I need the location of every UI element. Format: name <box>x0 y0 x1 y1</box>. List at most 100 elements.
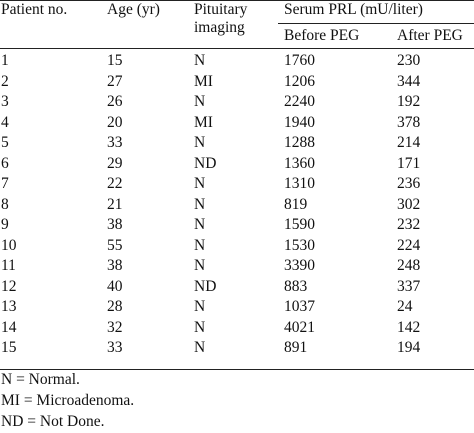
cell-pituitary-imaging: N <box>194 134 206 151</box>
table-row: 7 22 N 1310 236 <box>0 175 474 195</box>
serum-prl-subrule <box>278 23 474 24</box>
table-row: 5 33 N 1288 214 <box>0 134 474 154</box>
cell-prl-before-peg: 1206 <box>284 73 315 90</box>
header-age: Age (yr) <box>107 1 160 18</box>
cell-prl-after-peg: 142 <box>397 319 421 336</box>
cell-age: 20 <box>107 114 123 131</box>
cell-patient-no: 4 <box>1 114 9 131</box>
cell-pituitary-imaging: MI <box>194 114 213 131</box>
cell-prl-before-peg: 1940 <box>284 114 315 131</box>
cell-patient-no: 2 <box>1 73 9 90</box>
cell-prl-before-peg: 891 <box>284 339 308 356</box>
header-before-peg: Before PEG <box>284 27 360 44</box>
top-rule <box>0 0 474 1</box>
cell-prl-after-peg: 337 <box>397 278 421 295</box>
cell-prl-before-peg: 883 <box>284 278 308 295</box>
cell-pituitary-imaging: N <box>194 93 206 110</box>
cell-age: 38 <box>107 257 123 274</box>
cell-age: 29 <box>107 155 123 172</box>
cell-prl-after-peg: 171 <box>397 155 421 172</box>
cell-pituitary-imaging: N <box>194 257 206 274</box>
cell-patient-no: 13 <box>1 298 17 315</box>
cell-prl-before-peg: 1590 <box>284 216 315 233</box>
table-row: 10 55 N 1530 224 <box>0 237 474 257</box>
cell-pituitary-imaging: N <box>194 196 206 213</box>
cell-prl-before-peg: 1288 <box>284 134 315 151</box>
cell-prl-before-peg: 1037 <box>284 298 315 315</box>
cell-prl-after-peg: 24 <box>397 298 413 315</box>
table-row: 15 33 N 891 194 <box>0 339 474 359</box>
bottom-rule <box>0 369 474 370</box>
header-bottom-rule <box>0 48 474 49</box>
header-after-peg: After PEG <box>397 27 463 44</box>
cell-pituitary-imaging: N <box>194 52 206 69</box>
header-serum-prl: Serum PRL (mU/liter) <box>284 1 423 18</box>
table-row: 12 40 ND 883 337 <box>0 278 474 298</box>
cell-age: 40 <box>107 278 123 295</box>
cell-age: 38 <box>107 216 123 233</box>
table-row: 14 32 N 4021 142 <box>0 319 474 339</box>
table-row: 1 15 N 1760 230 <box>0 52 474 72</box>
cell-age: 27 <box>107 73 123 90</box>
cell-prl-after-peg: 236 <box>397 175 421 192</box>
cell-patient-no: 3 <box>1 93 9 110</box>
cell-prl-before-peg: 4021 <box>284 319 315 336</box>
table-row: 2 27 MI 1206 344 <box>0 73 474 93</box>
cell-pituitary-imaging: N <box>194 237 206 254</box>
cell-prl-after-peg: 248 <box>397 257 421 274</box>
table-row: 6 29 ND 1360 171 <box>0 155 474 175</box>
cell-age: 22 <box>107 175 123 192</box>
cell-age: 33 <box>107 339 123 356</box>
table-row: 4 20 MI 1940 378 <box>0 114 474 134</box>
cell-prl-after-peg: 194 <box>397 339 421 356</box>
cell-prl-after-peg: 378 <box>397 114 421 131</box>
cell-prl-after-peg: 224 <box>397 237 421 254</box>
cell-prl-after-peg: 344 <box>397 73 421 90</box>
cell-patient-no: 5 <box>1 134 9 151</box>
cell-prl-before-peg: 1360 <box>284 155 315 172</box>
cell-prl-before-peg: 819 <box>284 196 308 213</box>
table-row: 13 28 N 1037 24 <box>0 298 474 318</box>
cell-prl-before-peg: 1310 <box>284 175 315 192</box>
cell-age: 28 <box>107 298 123 315</box>
cell-prl-before-peg: 3390 <box>284 257 315 274</box>
cell-pituitary-imaging: MI <box>194 73 213 90</box>
cell-pituitary-imaging: ND <box>194 278 217 295</box>
cell-pituitary-imaging: N <box>194 319 206 336</box>
table-row: 9 38 N 1590 232 <box>0 216 474 236</box>
cell-age: 55 <box>107 237 123 254</box>
table-row: 11 38 N 3390 248 <box>0 257 474 277</box>
header-patient-no: Patient no. <box>1 1 68 18</box>
cell-patient-no: 14 <box>1 319 17 336</box>
cell-prl-after-peg: 302 <box>397 196 421 213</box>
cell-prl-before-peg: 2240 <box>284 93 315 110</box>
cell-age: 26 <box>107 93 123 110</box>
footnote-microadenoma: MI = Microadenoma. <box>1 392 135 409</box>
cell-prl-after-peg: 232 <box>397 216 421 233</box>
cell-patient-no: 1 <box>1 52 9 69</box>
cell-age: 32 <box>107 319 123 336</box>
cell-pituitary-imaging: N <box>194 298 206 315</box>
cell-patient-no: 9 <box>1 216 9 233</box>
table-row: 3 26 N 2240 192 <box>0 93 474 113</box>
cell-patient-no: 7 <box>1 175 9 192</box>
cell-prl-after-peg: 192 <box>397 93 421 110</box>
cell-patient-no: 15 <box>1 339 17 356</box>
cell-pituitary-imaging: N <box>194 175 206 192</box>
cell-prl-after-peg: 214 <box>397 134 421 151</box>
cell-prl-after-peg: 230 <box>397 52 421 69</box>
cell-age: 33 <box>107 134 123 151</box>
cell-pituitary-imaging: N <box>194 339 206 356</box>
cell-age: 15 <box>107 52 123 69</box>
cell-age: 21 <box>107 196 123 213</box>
header-pituitary-line2: imaging <box>194 19 245 36</box>
table-row: 8 21 N 819 302 <box>0 196 474 216</box>
cell-patient-no: 8 <box>1 196 9 213</box>
footnote-normal: N = Normal. <box>1 371 80 388</box>
cell-pituitary-imaging: N <box>194 216 206 233</box>
cell-pituitary-imaging: ND <box>194 155 217 172</box>
cell-patient-no: 10 <box>1 237 17 254</box>
cell-patient-no: 6 <box>1 155 9 172</box>
cell-patient-no: 11 <box>1 257 16 274</box>
header-pituitary-line1: Pituitary <box>194 1 248 18</box>
